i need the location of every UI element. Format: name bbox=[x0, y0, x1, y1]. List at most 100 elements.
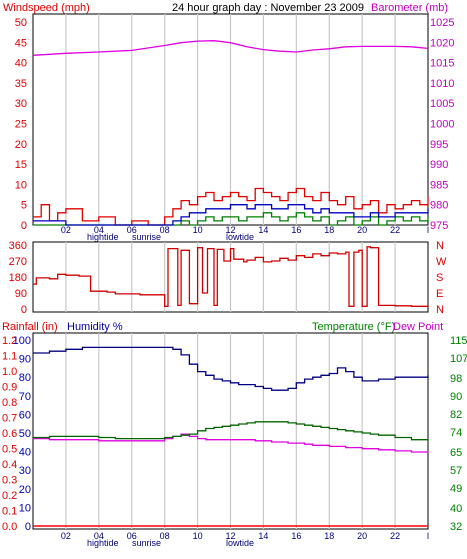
temperature-tick-40: 40 bbox=[450, 503, 462, 515]
barometer-tick-1010: 1010 bbox=[430, 78, 454, 90]
barometer-tick-995: 995 bbox=[430, 139, 448, 151]
x-tick-top-10: 10 bbox=[193, 225, 203, 235]
x-tick-bottom-22: 22 bbox=[390, 531, 400, 541]
temperature-tick-labels: 32 40 49 57 65 74 82 90 98 107 115 bbox=[450, 335, 467, 533]
barometer-tick-1005: 1005 bbox=[430, 98, 454, 110]
windspeed-tick-20: 20 bbox=[15, 139, 27, 151]
x-tick-top-02: 02 bbox=[61, 225, 71, 235]
humidity-tick-60: 60 bbox=[19, 409, 31, 421]
event-hightide-top: hightide bbox=[87, 232, 119, 242]
x-axis-tick-labels-bottom: 02 04 06 08 10 12 14 16 18 20 22 l bbox=[61, 531, 429, 541]
x-tick-bottom-18: 18 bbox=[324, 531, 334, 541]
x-tick-top-end: l bbox=[427, 225, 429, 235]
wind-direction-line bbox=[33, 246, 429, 308]
humidity-tick-10: 10 bbox=[19, 502, 31, 514]
temperature-tick-32: 32 bbox=[450, 521, 462, 533]
humidity-tick-40: 40 bbox=[19, 447, 31, 459]
rain-tick-0.8: 0.8 bbox=[2, 397, 17, 409]
rain-tick-1.2: 1.2 bbox=[2, 335, 17, 347]
event-lowtide-top: lowtide bbox=[226, 232, 254, 242]
x-tick-bottom-10: 10 bbox=[193, 531, 203, 541]
humidity-tick-50: 50 bbox=[19, 428, 31, 440]
windspeed-axis-label: Windspeed (mph) bbox=[3, 2, 90, 14]
x-tick-bottom-08: 08 bbox=[160, 531, 170, 541]
humidity-tick-30: 30 bbox=[19, 465, 31, 477]
barometer-tick-labels: 975 980 985 990 995 1000 1005 1010 1015 1020 1025 bbox=[430, 17, 454, 232]
dewpoint-line bbox=[33, 433, 429, 454]
event-hightide-bottom: hightide bbox=[87, 538, 119, 548]
x-tick-bottom-end: l bbox=[427, 531, 429, 541]
rain-tick-0.4: 0.4 bbox=[2, 459, 17, 471]
x-axis-tick-labels-top: 02 04 06 08 10 12 14 16 18 20 22 l bbox=[61, 225, 429, 235]
humidity-tick-20: 20 bbox=[19, 484, 31, 496]
temperature-tick-90: 90 bbox=[450, 391, 462, 403]
event-lowtide-bottom: lowtide bbox=[226, 538, 254, 548]
windspeed-tick-35: 35 bbox=[15, 78, 27, 90]
direction-tick-270: 270 bbox=[9, 256, 27, 268]
barometer-tick-1020: 1020 bbox=[430, 37, 454, 49]
windspeed-tick-5: 5 bbox=[21, 200, 27, 212]
windspeed-tick-10: 10 bbox=[15, 179, 27, 191]
rain-tick-1.1: 1.1 bbox=[2, 351, 17, 363]
rainfall-tick-labels: 0.0 0.1 0.2 0.3 0.4 0.5 0.6 0.7 0.8 0.9 1.0 1.1 1.2 bbox=[2, 335, 17, 533]
windspeed-tick-15: 15 bbox=[15, 159, 27, 171]
rain-tick-0.3: 0.3 bbox=[2, 475, 17, 487]
windspeed-tick-40: 40 bbox=[15, 58, 27, 70]
rain-tick-0.9: 0.9 bbox=[2, 382, 17, 394]
barometer-tick-1025: 1025 bbox=[430, 17, 454, 29]
barometer-tick-1000: 1000 bbox=[430, 119, 454, 131]
temperature-axis-label: Temperature (°F) bbox=[312, 321, 395, 333]
humidity-tick-90: 90 bbox=[19, 354, 31, 366]
x-tick-bottom-12: 12 bbox=[225, 531, 235, 541]
humidity-tick-0: 0 bbox=[25, 521, 31, 533]
barometer-tick-980: 980 bbox=[430, 200, 448, 212]
x-tick-bottom-06: 06 bbox=[127, 531, 137, 541]
x-tick-bottom-04: 04 bbox=[94, 531, 104, 541]
temperature-tick-49: 49 bbox=[450, 483, 462, 495]
barometer-tick-1015: 1015 bbox=[430, 58, 454, 70]
graph-title: 24 hour graph day : November 23 2009 bbox=[172, 2, 364, 14]
x-tick-top-20: 20 bbox=[357, 225, 367, 235]
humidity-tick-labels: 0 10 20 30 40 50 60 70 80 90 100 bbox=[13, 335, 31, 533]
barometer-axis-label: Barometer (mb) bbox=[371, 2, 448, 14]
rain-tick-0.5: 0.5 bbox=[2, 444, 17, 456]
humidity-line bbox=[33, 346, 429, 391]
barometer-tick-975: 975 bbox=[430, 220, 448, 232]
temperature-tick-74: 74 bbox=[450, 427, 462, 439]
rain-tick-0.2: 0.2 bbox=[2, 490, 17, 502]
wind-low-line bbox=[33, 212, 429, 226]
barometer-tick-990: 990 bbox=[430, 159, 448, 171]
rainfall-axis-label: Rainfall (in) bbox=[2, 321, 58, 333]
humidity-tick-100: 100 bbox=[13, 335, 31, 347]
windspeed-tick-labels: 0 5 10 15 20 25 30 35 40 45 50 bbox=[15, 17, 27, 232]
rain-tick-0.7: 0.7 bbox=[2, 413, 17, 425]
compass-label-4: N bbox=[436, 304, 444, 316]
wind-direction-series bbox=[33, 246, 429, 308]
x-tick-top-16: 16 bbox=[291, 225, 301, 235]
windspeed-tick-0: 0 bbox=[21, 220, 27, 232]
rain-tick-0.0: 0.0 bbox=[2, 521, 17, 533]
rain-tick-0.1: 0.1 bbox=[2, 506, 17, 518]
temperature-tick-115: 115 bbox=[450, 335, 467, 347]
compass-label-3: E bbox=[436, 288, 443, 300]
windspeed-tick-25: 25 bbox=[15, 119, 27, 131]
temperature-tick-82: 82 bbox=[450, 409, 462, 421]
compass-label-1: W bbox=[436, 256, 447, 268]
temperature-line bbox=[33, 421, 429, 441]
direction-tick-90: 90 bbox=[15, 288, 27, 300]
rain-tick-0.6: 0.6 bbox=[2, 428, 17, 440]
direction-tick-360: 360 bbox=[9, 240, 27, 252]
x-tick-top-12: 12 bbox=[225, 225, 235, 235]
rain-tick-1.0: 1.0 bbox=[2, 366, 17, 378]
x-tick-top-14: 14 bbox=[258, 225, 268, 235]
humidity-tick-80: 80 bbox=[19, 372, 31, 384]
temperature-tick-98: 98 bbox=[450, 373, 462, 385]
dewpoint-axis-label: Dew Point bbox=[393, 321, 443, 333]
x-tick-bottom-02: 02 bbox=[61, 531, 71, 541]
temperature-tick-107: 107 bbox=[450, 353, 467, 365]
x-tick-top-08: 08 bbox=[160, 225, 170, 235]
compass-label-0: N bbox=[436, 240, 444, 252]
windspeed-tick-50: 50 bbox=[15, 17, 27, 29]
